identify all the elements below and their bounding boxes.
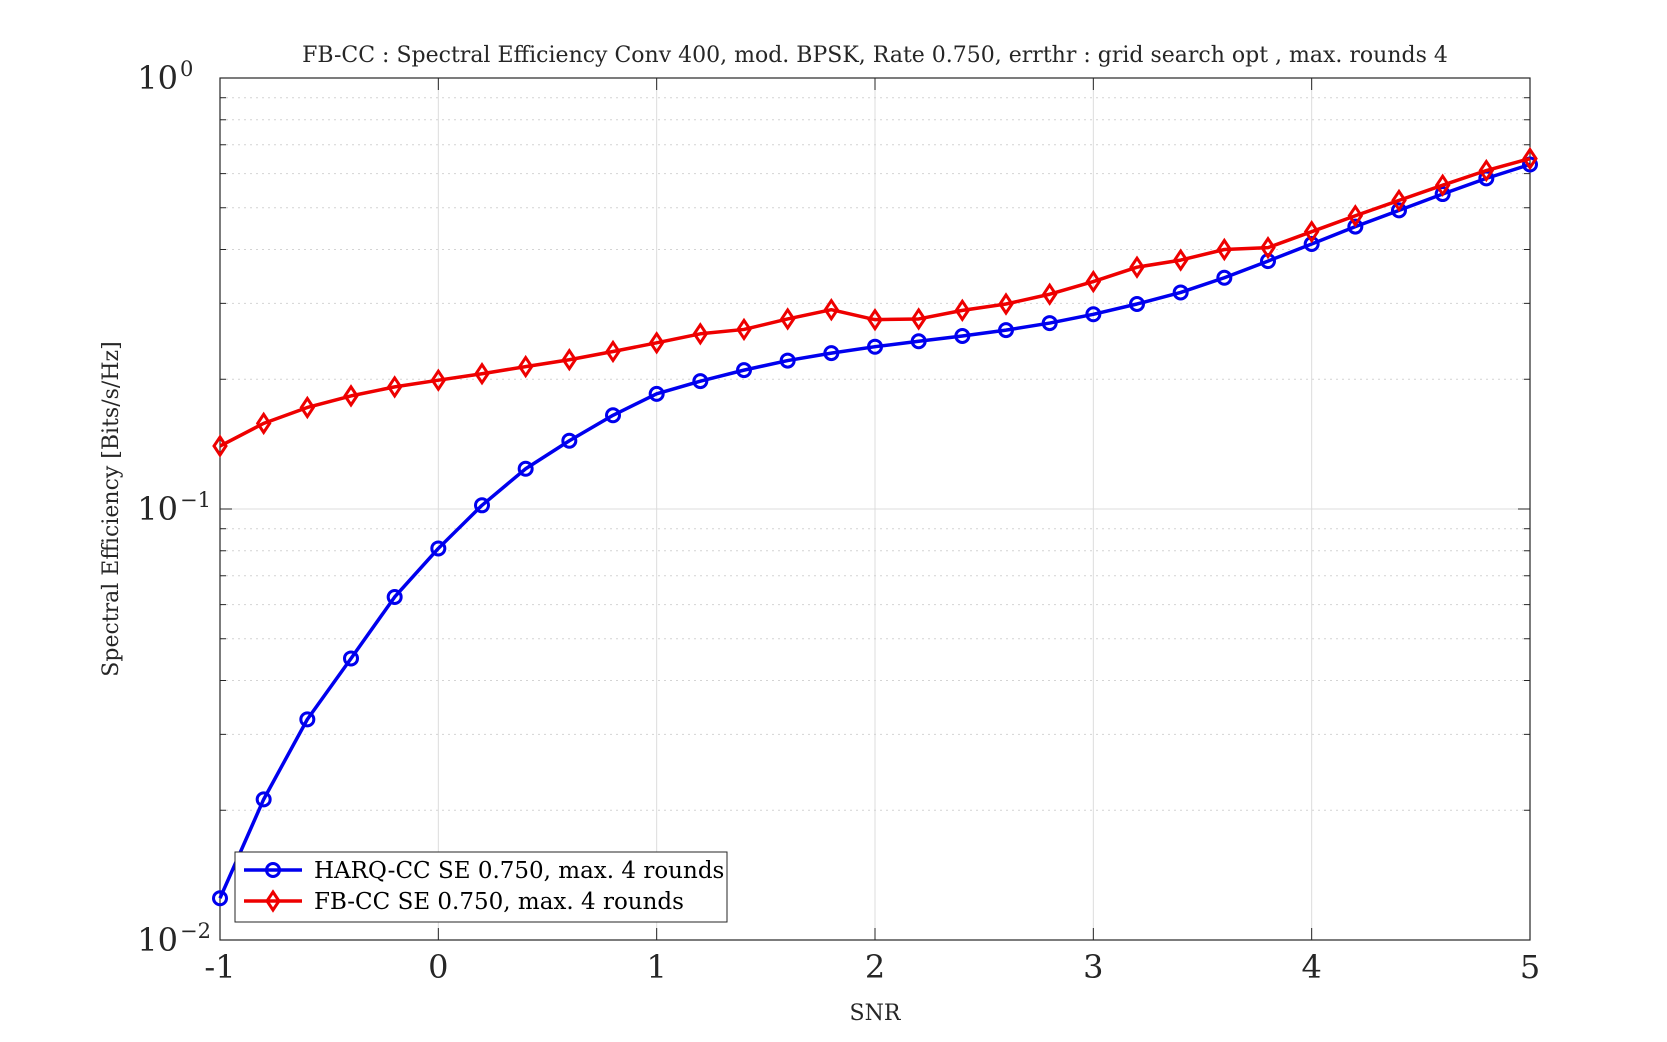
data-point [1434, 173, 1451, 197]
data-point [561, 432, 578, 449]
data-point [954, 327, 971, 344]
data-point [212, 890, 228, 907]
data-point [779, 307, 796, 331]
data-point [430, 540, 447, 557]
data-point [1216, 269, 1233, 286]
data-point [1041, 315, 1058, 332]
data-point [1391, 188, 1407, 213]
data-point [1391, 202, 1407, 219]
x-tick-label: 4 [1301, 948, 1321, 986]
data-point [867, 338, 883, 355]
y-tick-label: 10 0 [137, 57, 193, 97]
y-tick-label-base: 10 [137, 490, 178, 528]
x-tick-label: 5 [1520, 948, 1540, 986]
legend-entry: FB-CC SE 0.750, max. 4 rounds [244, 889, 684, 915]
legend-label: FB-CC SE 0.750, max. 4 rounds [314, 889, 684, 915]
data-point [1347, 218, 1364, 235]
data-point [299, 711, 316, 728]
series-1 [212, 156, 1538, 907]
data-point [867, 307, 883, 332]
data-point [1478, 158, 1495, 183]
data-point [954, 298, 971, 323]
x-tick-label: 2 [865, 948, 885, 986]
x-tick-labels: -1 0 1 2 3 4 5 [204, 948, 1540, 986]
data-point [1260, 235, 1276, 260]
data-point [474, 497, 490, 514]
data-point [474, 362, 490, 386]
data-point [998, 292, 1014, 316]
data-point [779, 352, 796, 369]
data-point [1303, 219, 1320, 244]
data-point [1303, 235, 1320, 252]
y-tick-label-exponent: −2 [180, 919, 211, 943]
data-point [648, 385, 665, 402]
data-point [1522, 146, 1538, 171]
data-point [605, 407, 621, 424]
y-tick-label-base: 10 [137, 921, 178, 959]
data-point [517, 460, 534, 477]
data-point [1085, 306, 1102, 323]
data-point [1216, 237, 1233, 262]
data-point [823, 345, 840, 362]
grid [219, 78, 1531, 941]
data-point [386, 375, 403, 399]
data-point [1129, 255, 1145, 279]
legend-label: HARQ-CC SE 0.750, max. 4 rounds [314, 858, 724, 884]
x-tick-label: 0 [428, 948, 448, 986]
data-point [648, 331, 665, 355]
data-point [386, 588, 403, 605]
y-tick-label-exponent: −1 [180, 488, 211, 512]
y-axis-label: Spectral Efficiency [Bits/s/Hz] [99, 341, 124, 676]
legend: HARQ-CC SE 0.750, max. 4 rounds FB-CC SE … [234, 851, 728, 923]
data-point [692, 373, 709, 390]
x-tick-label: -1 [204, 948, 235, 986]
data-point [517, 354, 534, 379]
data-point [265, 862, 281, 878]
data-point [343, 384, 359, 408]
data-point [692, 322, 709, 346]
x-tick-label: 1 [646, 948, 666, 986]
data-point [265, 889, 281, 913]
data-point [1347, 204, 1364, 228]
data-point [910, 307, 927, 331]
data-point [736, 317, 752, 342]
data-point [299, 395, 316, 420]
data-point [605, 339, 621, 364]
chart-title: FB-CC : Spectral Efficiency Conv 400, mo… [302, 43, 1448, 68]
data-point [1172, 284, 1189, 301]
data-point [343, 650, 359, 667]
series-line [218, 162, 1531, 899]
data-point [998, 322, 1014, 339]
data-point [910, 333, 927, 350]
series-2 [212, 146, 1538, 458]
data-point [561, 348, 578, 372]
data-point [1129, 295, 1145, 312]
data-point [255, 411, 272, 436]
data-point [255, 791, 272, 808]
data-point [430, 368, 447, 392]
data-point [1041, 282, 1058, 306]
x-tick-label: 3 [1083, 948, 1103, 986]
tick-marks [219, 78, 1531, 941]
legend-box [234, 851, 728, 923]
y-tick-label-base: 10 [137, 59, 178, 97]
legend-entry: HARQ-CC SE 0.750, max. 4 rounds [244, 858, 724, 884]
series-layer [212, 146, 1538, 907]
data-point [736, 362, 752, 379]
x-axis-label: SNR [850, 1001, 902, 1026]
y-tick-label: 10 −2 [137, 919, 211, 959]
y-tick-label-exponent: 0 [180, 57, 193, 81]
data-point [1172, 248, 1189, 272]
data-point [212, 434, 228, 458]
data-point [823, 298, 840, 322]
y-tick-label: 10 −1 [137, 488, 211, 528]
series-line [219, 156, 1531, 448]
data-point [1434, 186, 1451, 203]
data-point [1522, 156, 1538, 173]
data-point [1085, 269, 1102, 294]
